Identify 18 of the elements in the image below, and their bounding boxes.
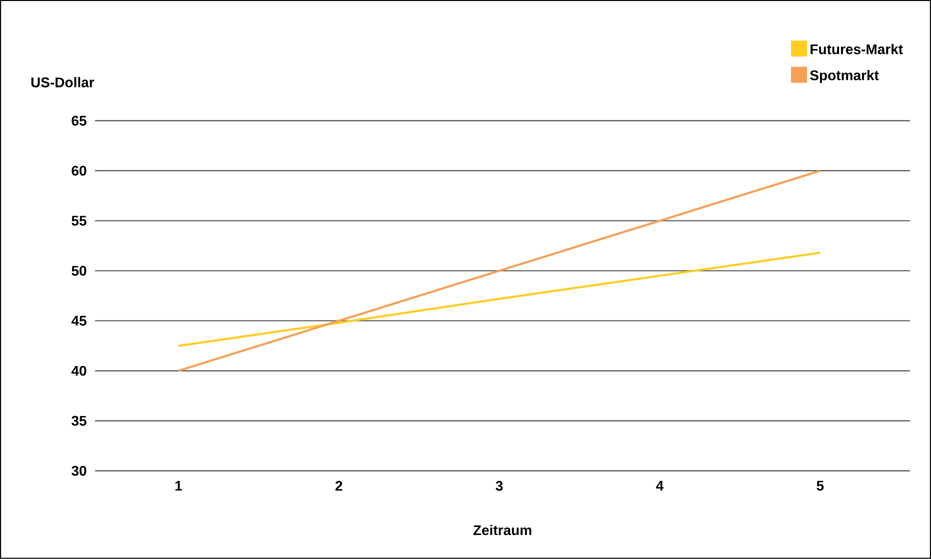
line-series xyxy=(177,252,822,347)
y-tick-label: 30 xyxy=(72,466,86,476)
x-axis-title: Zeitraum xyxy=(473,524,532,536)
y-tick-label: 60 xyxy=(72,166,86,176)
x-tick-label: 1 xyxy=(175,480,182,491)
y-tick-label: 45 xyxy=(71,316,86,326)
x-tick-label: 2 xyxy=(335,480,342,491)
x-tick-label: 4 xyxy=(656,480,664,491)
y-tick-label: 55 xyxy=(72,216,86,226)
y-tick-label: 35 xyxy=(72,416,86,426)
x-tick-label: 5 xyxy=(816,480,824,491)
y-tick-label: 50 xyxy=(72,266,86,276)
legend-label: Futures-Markt xyxy=(810,44,903,54)
y-tick-label: 65 xyxy=(72,116,86,126)
y-axis-title: US-Dollar xyxy=(31,77,94,88)
y-tick-label: 40 xyxy=(71,366,86,376)
legend-label: Spotmarkt xyxy=(810,70,879,84)
x-tick-label: 3 xyxy=(496,480,503,491)
